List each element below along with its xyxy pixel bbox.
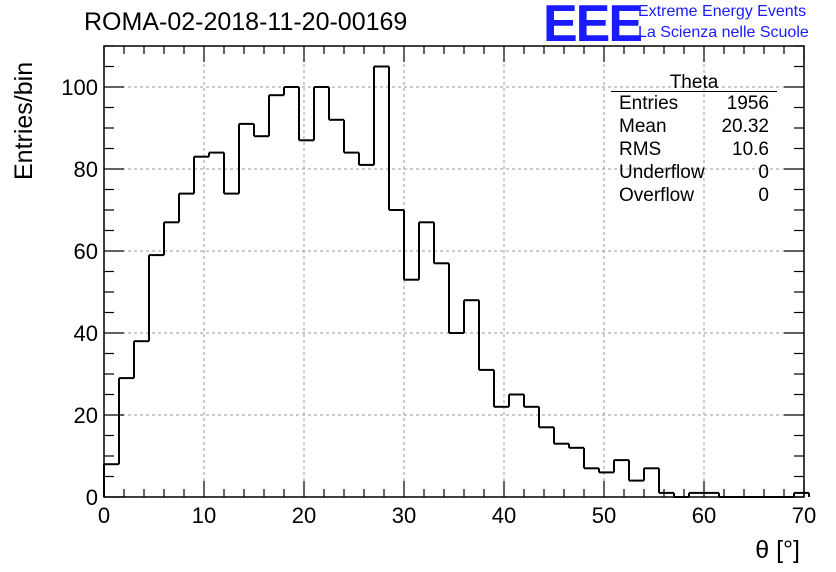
histogram-bin [658, 468, 674, 494]
histogram-bin [403, 210, 419, 281]
histogram-bin [328, 87, 344, 121]
y-tick-label: 20 [74, 403, 98, 428]
histogram-bin [343, 119, 359, 154]
eee-logo: EEE [543, 0, 643, 53]
x-tick-label: 20 [292, 503, 316, 528]
stats-value: 10.6 [732, 139, 769, 160]
histogram-bin [253, 123, 269, 138]
y-tick-label: 40 [74, 321, 98, 346]
chart-title: ROMA-02-2018-11-20-00169 [84, 8, 408, 36]
tick-labels: 0 10 20 30 40 50 60 70 0 20 40 60 80 100 [61, 75, 816, 528]
histogram-bin [628, 460, 644, 482]
x-tick-label: 30 [392, 503, 416, 528]
histogram-bin [358, 152, 374, 166]
y-tick-label: 80 [74, 157, 98, 182]
stats-row-overflow: Overflow 0 [611, 184, 777, 207]
stats-box: Theta Entries 1956 Mean 20.32 RMS 10.6 U… [611, 72, 777, 207]
histogram-bins [103, 65, 810, 498]
histogram-bin [193, 155, 209, 194]
histogram-bin [568, 443, 584, 449]
x-tick-label: 40 [492, 503, 516, 528]
stats-label: Mean [619, 116, 667, 137]
y-tick-label: 60 [74, 239, 98, 264]
histogram-bin [268, 94, 284, 137]
x-axis-label: θ [°] [755, 536, 800, 564]
histogram-bin [388, 66, 404, 211]
histogram-bin [523, 394, 539, 408]
histogram-bin [538, 406, 554, 429]
histogram-bin [283, 86, 299, 96]
histogram-bin [493, 369, 509, 408]
logo-tagline-1: Extreme Energy Events [638, 3, 807, 20]
logo-tagline-2: La Scienza nelle Scuole [638, 24, 809, 41]
stats-row-mean: Mean 20.32 [611, 115, 777, 138]
y-tick-label: 100 [61, 75, 98, 100]
stats-label: RMS [619, 139, 662, 160]
histogram-bin [178, 192, 194, 223]
histogram-bin [148, 254, 164, 342]
histogram-bin [598, 468, 614, 474]
histogram-bin [118, 377, 134, 465]
stats-row-underflow: Underflow 0 [611, 161, 777, 184]
histogram-bin [478, 300, 494, 371]
x-tick-label: 0 [98, 503, 110, 528]
histogram-bin [418, 221, 434, 280]
y-axis-label: Entries/bin [10, 62, 38, 180]
axes [103, 45, 805, 498]
x-tick-label: 60 [692, 503, 716, 528]
histogram-bin [583, 447, 599, 470]
y-tick-label: 0 [86, 485, 98, 510]
stats-label: Overflow [619, 185, 694, 206]
histogram-bin [373, 65, 389, 165]
stats-label: Entries [619, 93, 679, 114]
histogram-bin [103, 463, 119, 497]
grid [104, 46, 804, 497]
histogram-bin [133, 340, 149, 379]
x-tick-label: 10 [192, 503, 216, 528]
histogram-bin [553, 427, 569, 445]
histogram-bin [643, 467, 659, 481]
stats-row-rms: RMS 10.6 [611, 138, 777, 161]
x-tick-label: 70 [792, 503, 816, 528]
histogram-bin [613, 459, 629, 473]
histogram-bin [298, 87, 314, 142]
histogram-bin [433, 222, 449, 265]
stats-value: 0 [758, 162, 769, 183]
histogram-bin [223, 152, 239, 195]
stats-title: Theta [611, 72, 777, 93]
histogram-bin [208, 151, 224, 157]
histogram-bin [463, 299, 479, 333]
stats-row-entries: Entries 1956 [611, 92, 777, 115]
histogram-bin [508, 393, 524, 407]
histogram-bin [163, 221, 179, 256]
stats-value: 20.32 [721, 116, 769, 137]
histogram-bin [238, 122, 254, 194]
x-tick-label: 50 [592, 503, 616, 528]
stats-label: Underflow [619, 162, 705, 183]
histogram-bin [448, 263, 464, 334]
stats-value: 1956 [726, 93, 769, 114]
histogram-bin [313, 86, 329, 141]
stats-value: 0 [758, 185, 769, 206]
